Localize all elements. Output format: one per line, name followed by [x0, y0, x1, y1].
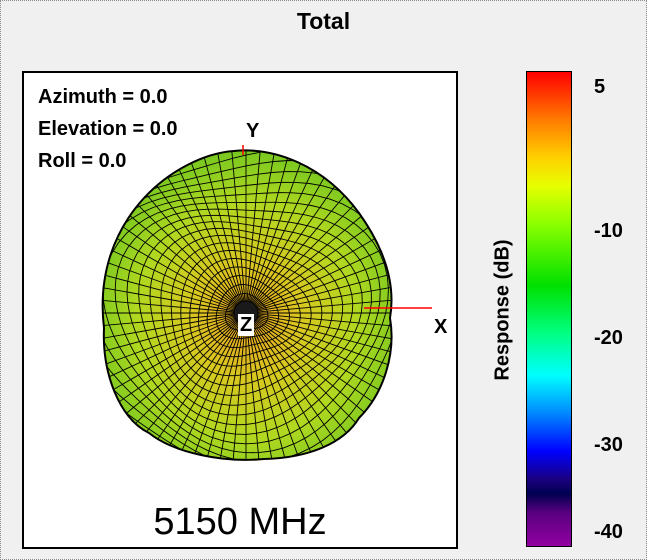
- roll-readout: Roll = 0.0: [38, 150, 127, 172]
- mesh-spoke: [245, 312, 315, 460]
- mesh-spoke: [102, 228, 247, 314]
- colorbar-tick: -40: [594, 521, 623, 543]
- y-axis-label: Y: [246, 120, 260, 142]
- mesh-ring: [102, 192, 392, 454]
- radiation-pattern-plot[interactable]: Azimuth = 0.0 Elevation = 0.0 Roll = 0.0…: [22, 71, 458, 549]
- mesh-spoke: [193, 312, 247, 460]
- mesh-spoke: [245, 312, 392, 331]
- mesh-spoke: [245, 312, 392, 398]
- colorbar-tick: 5: [594, 76, 606, 98]
- chart-title: Total: [296, 8, 351, 34]
- mesh-spoke: [102, 212, 247, 314]
- mesh-spoke: [245, 277, 392, 314]
- mesh-spoke: [245, 244, 392, 314]
- colorbar-tick: -20: [594, 327, 623, 349]
- elevation-readout: Elevation = 0.0: [38, 118, 178, 140]
- mesh-spoke: [245, 312, 282, 460]
- mesh-ring: [224, 293, 269, 331]
- mesh-ring: [215, 284, 280, 340]
- mesh-spoke: [245, 295, 392, 314]
- mesh-spoke: [210, 312, 247, 460]
- mesh-spoke: [245, 260, 392, 314]
- colorbar: [526, 71, 572, 547]
- mesh-spoke: [102, 312, 247, 331]
- mesh-spoke: [245, 312, 392, 382]
- x-axis-label: X: [434, 316, 448, 338]
- mesh-spoke: [245, 150, 282, 314]
- mesh-ring: [102, 181, 392, 460]
- frequency-label: 5150 MHz: [153, 501, 327, 543]
- colorbar-tick: -30: [594, 434, 623, 456]
- mesh-spoke: [245, 312, 299, 460]
- azimuth-readout: Azimuth = 0.0: [38, 86, 168, 108]
- mesh-ring: [149, 227, 354, 406]
- mesh-ring: [160, 234, 344, 396]
- mesh-ring: [180, 250, 323, 377]
- mesh-ring: [197, 266, 301, 358]
- mesh-ring: [138, 221, 363, 416]
- mesh-ring: [206, 275, 290, 349]
- mesh-spoke: [102, 277, 247, 314]
- colorbar-label: Response (dB): [491, 239, 514, 381]
- z-axis-label: Z: [238, 314, 255, 336]
- mesh-spoke: [102, 295, 247, 314]
- mesh-spoke: [102, 312, 247, 366]
- mesh-spoke: [177, 312, 247, 460]
- mesh-ring: [189, 258, 312, 367]
- mesh-spoke: [228, 150, 247, 314]
- mesh-ring: [126, 214, 372, 426]
- mesh-spoke: [245, 228, 392, 314]
- mesh-spoke: [102, 260, 247, 314]
- mesh-spoke: [245, 150, 264, 314]
- mesh-spoke: [210, 150, 247, 314]
- mesh-spoke: [228, 312, 247, 460]
- mesh-ring: [102, 201, 389, 445]
- mesh-ring: [170, 242, 333, 386]
- colorbar-tick: -10: [594, 220, 623, 242]
- pattern-3d-surface: [101, 145, 432, 461]
- mesh-spoke: [161, 312, 247, 460]
- mesh-spoke: [102, 312, 247, 349]
- mesh-ring: [114, 208, 381, 435]
